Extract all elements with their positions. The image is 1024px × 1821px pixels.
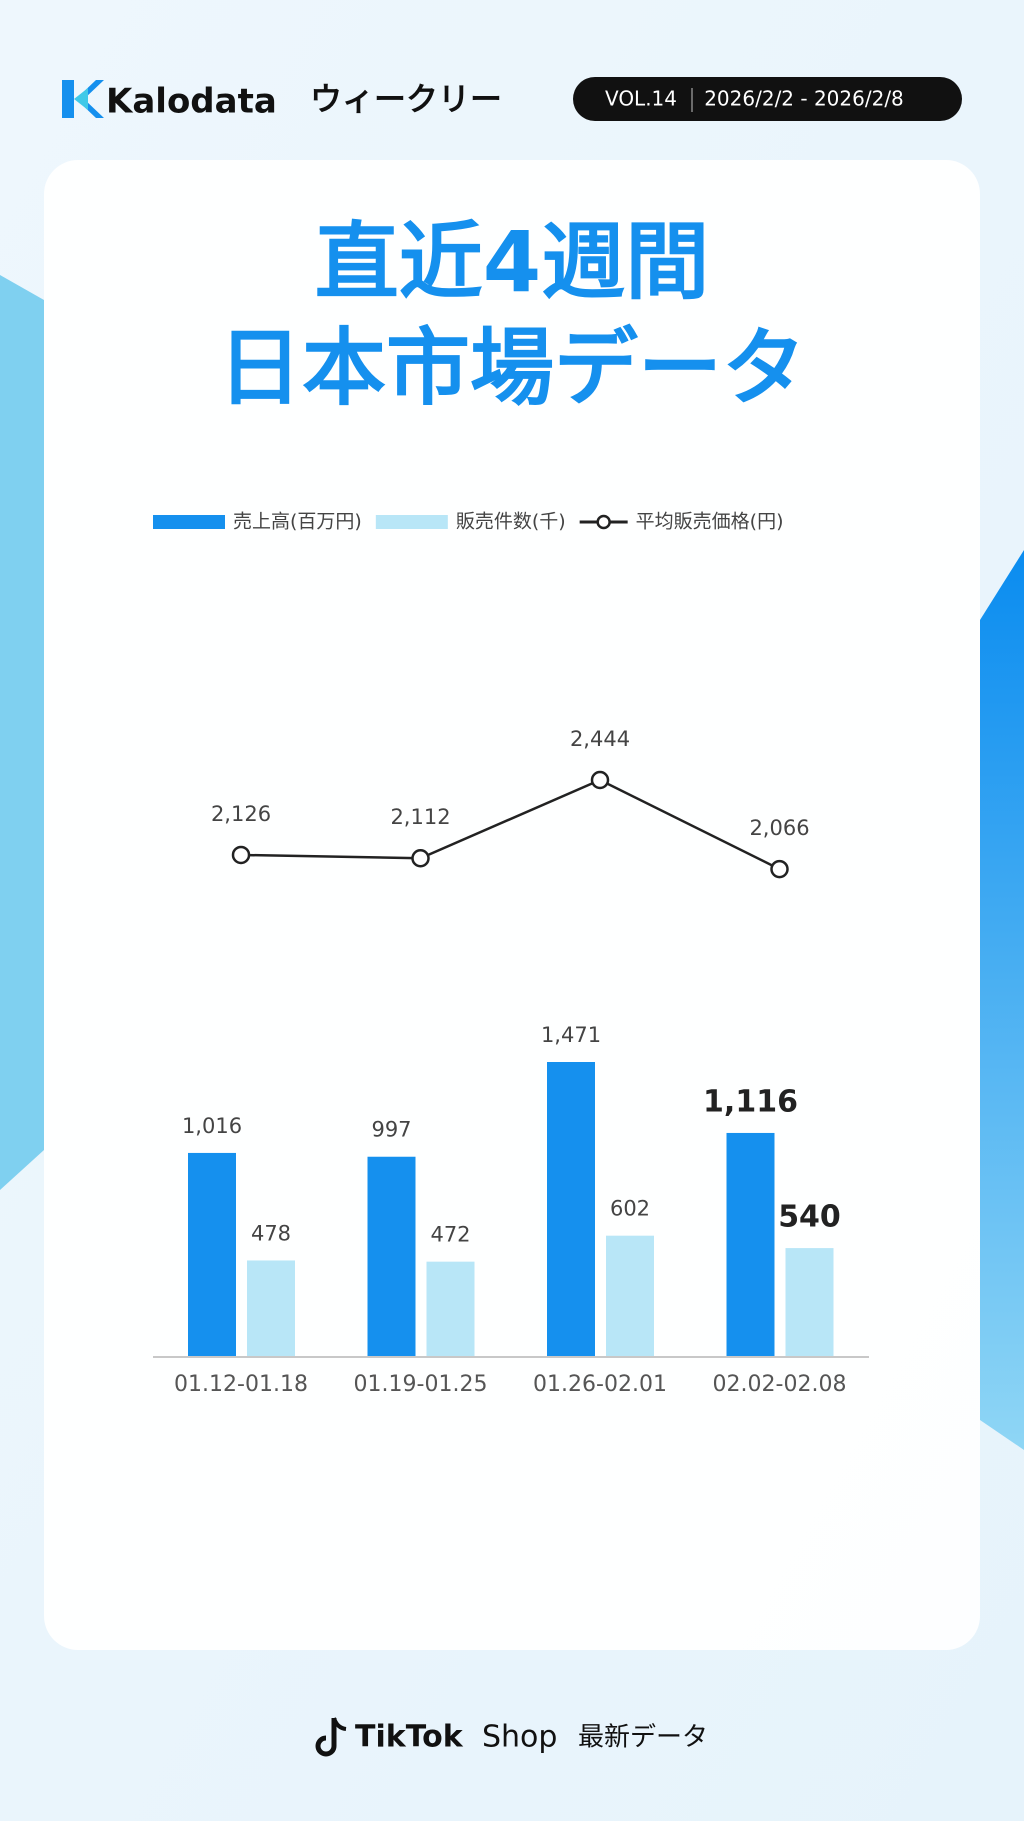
line-point bbox=[590, 770, 610, 790]
legend-marker bbox=[596, 514, 611, 530]
tiktok-icon bbox=[315, 1717, 347, 1757]
line-point bbox=[231, 845, 251, 865]
value-label: 2,126 bbox=[211, 802, 271, 826]
x-tick-label: 01.19-01.25 bbox=[354, 1372, 488, 1397]
legend-label: 売上高(百万円) bbox=[233, 511, 362, 533]
value-label: 997 bbox=[371, 1118, 411, 1142]
legend-swatch bbox=[153, 515, 225, 529]
logo-icon bbox=[62, 80, 104, 118]
subtitle: ウィークリー bbox=[310, 80, 502, 118]
line-point bbox=[770, 859, 789, 879]
title-line: 日本市場データ bbox=[218, 319, 806, 417]
legend-swatch bbox=[375, 515, 448, 529]
left-decoration bbox=[0, 275, 44, 1190]
footer-caption: 最新データ bbox=[578, 1723, 708, 1753]
x-tick-label: 02.02-02.08 bbox=[713, 1372, 847, 1397]
value-label: 1,016 bbox=[182, 1114, 242, 1138]
legend-label: 平均販売価格(円) bbox=[636, 511, 784, 533]
footer-product: Shop bbox=[482, 1720, 557, 1755]
x-tick-label: 01.26-02.01 bbox=[533, 1372, 667, 1397]
volume-pill bbox=[573, 77, 962, 121]
volume: VOL.14 bbox=[605, 87, 677, 111]
value-label: 2,444 bbox=[570, 727, 630, 751]
bar bbox=[726, 1132, 775, 1356]
bar bbox=[547, 1062, 595, 1356]
value-label: 478 bbox=[251, 1221, 291, 1245]
value-label: 2,112 bbox=[390, 805, 450, 829]
brand: Kalodata bbox=[106, 82, 277, 122]
bar bbox=[785, 1248, 834, 1356]
bar bbox=[367, 1156, 416, 1356]
line-point bbox=[411, 848, 430, 868]
value-label: 540 bbox=[778, 1200, 841, 1235]
title-line: 直近4週間 bbox=[315, 213, 709, 311]
date-range: 2026/2/2 - 2026/2/8 bbox=[704, 87, 904, 111]
line bbox=[240, 778, 781, 871]
value-label: 2,066 bbox=[749, 816, 809, 840]
footer-brand: TikTok bbox=[355, 1720, 464, 1755]
value-label: 1,116 bbox=[703, 1084, 798, 1119]
value-label: 1,471 bbox=[541, 1023, 601, 1047]
right-decoration bbox=[980, 550, 1024, 1450]
bar bbox=[247, 1260, 295, 1356]
value-label: 472 bbox=[430, 1223, 470, 1247]
bar bbox=[188, 1152, 236, 1356]
chart: 売上高(百万円) 販売件数(千) 平均販売価格(円) 01.12-01.18 01.19… bbox=[153, 511, 847, 1397]
value-label: 602 bbox=[610, 1197, 650, 1221]
bar bbox=[606, 1235, 654, 1356]
legend-label: 販売件数(千) bbox=[456, 511, 566, 533]
bar bbox=[426, 1261, 475, 1356]
x-tick-label: 01.12-01.18 bbox=[174, 1372, 308, 1397]
